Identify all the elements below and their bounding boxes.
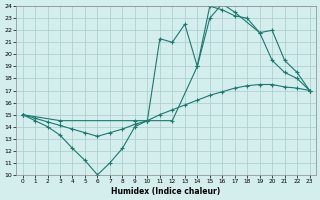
X-axis label: Humidex (Indice chaleur): Humidex (Indice chaleur) <box>111 187 221 196</box>
